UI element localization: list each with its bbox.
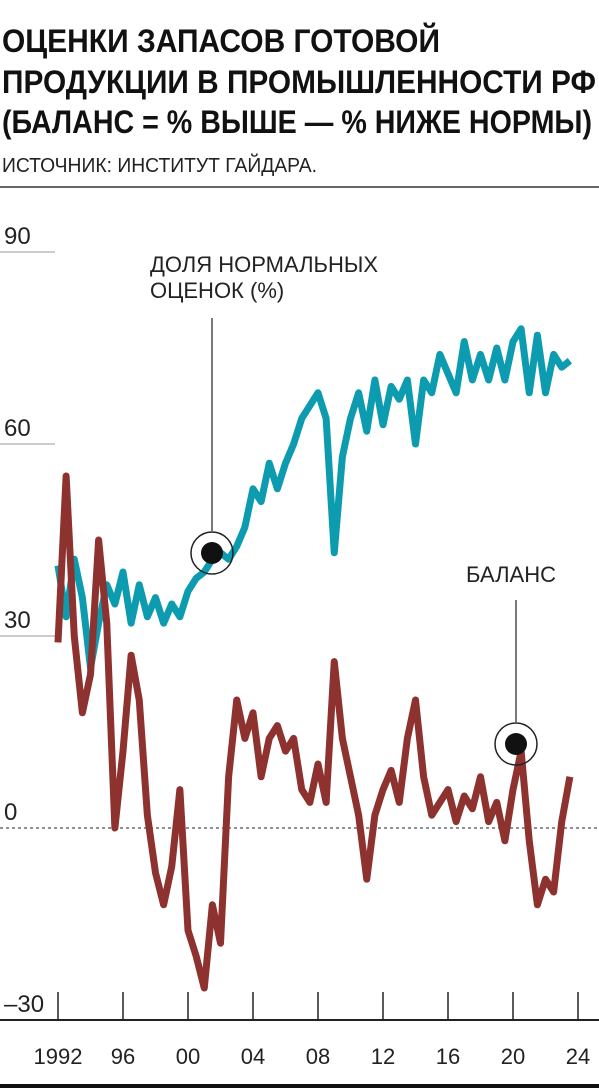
series-label: БАЛАНС xyxy=(466,562,556,587)
y-tick-label: –30 xyxy=(4,991,44,1018)
annotation-dot xyxy=(201,542,223,564)
chart-title: ОЦЕНКИ ЗАПАСОВ ГОТОВОЙ xyxy=(2,23,440,59)
annotation-dot xyxy=(505,733,527,755)
source: ИСТОЧНИК: ИНСТИТУТ ГАЙДАРА. xyxy=(2,153,317,177)
x-tick-label: 24 xyxy=(566,1044,590,1069)
y-tick-label: 30 xyxy=(4,607,31,634)
annotation-ring xyxy=(190,531,234,575)
series-line xyxy=(54,325,573,672)
x-tick-label: 08 xyxy=(306,1044,330,1069)
x-tick-label: 16 xyxy=(436,1044,460,1069)
series-line xyxy=(54,472,574,992)
x-tick-label: 04 xyxy=(241,1044,265,1069)
chart-title: ПРОДУКЦИИ В ПРОМЫШЛЕННОСТИ РФ xyxy=(2,64,596,100)
x-tick-label: 1992 xyxy=(34,1044,83,1069)
annotation-ring xyxy=(494,722,538,766)
y-tick-label: 60 xyxy=(4,415,31,442)
x-tick-label: 20 xyxy=(501,1044,525,1069)
y-tick-label: 90 xyxy=(4,223,31,250)
x-tick-label: 00 xyxy=(176,1044,200,1069)
series-label: ДОЛЯ НОРМАЛЬНЫХ ОЦЕНОК (%) xyxy=(150,252,379,304)
x-tick-label: 96 xyxy=(111,1044,135,1069)
y-tick-label: 0 xyxy=(4,799,17,826)
chart-title: (БАЛАНС = % ВЫШЕ — % НИЖЕ НОРМЫ) xyxy=(2,104,592,140)
x-tick-label: 12 xyxy=(371,1044,395,1069)
